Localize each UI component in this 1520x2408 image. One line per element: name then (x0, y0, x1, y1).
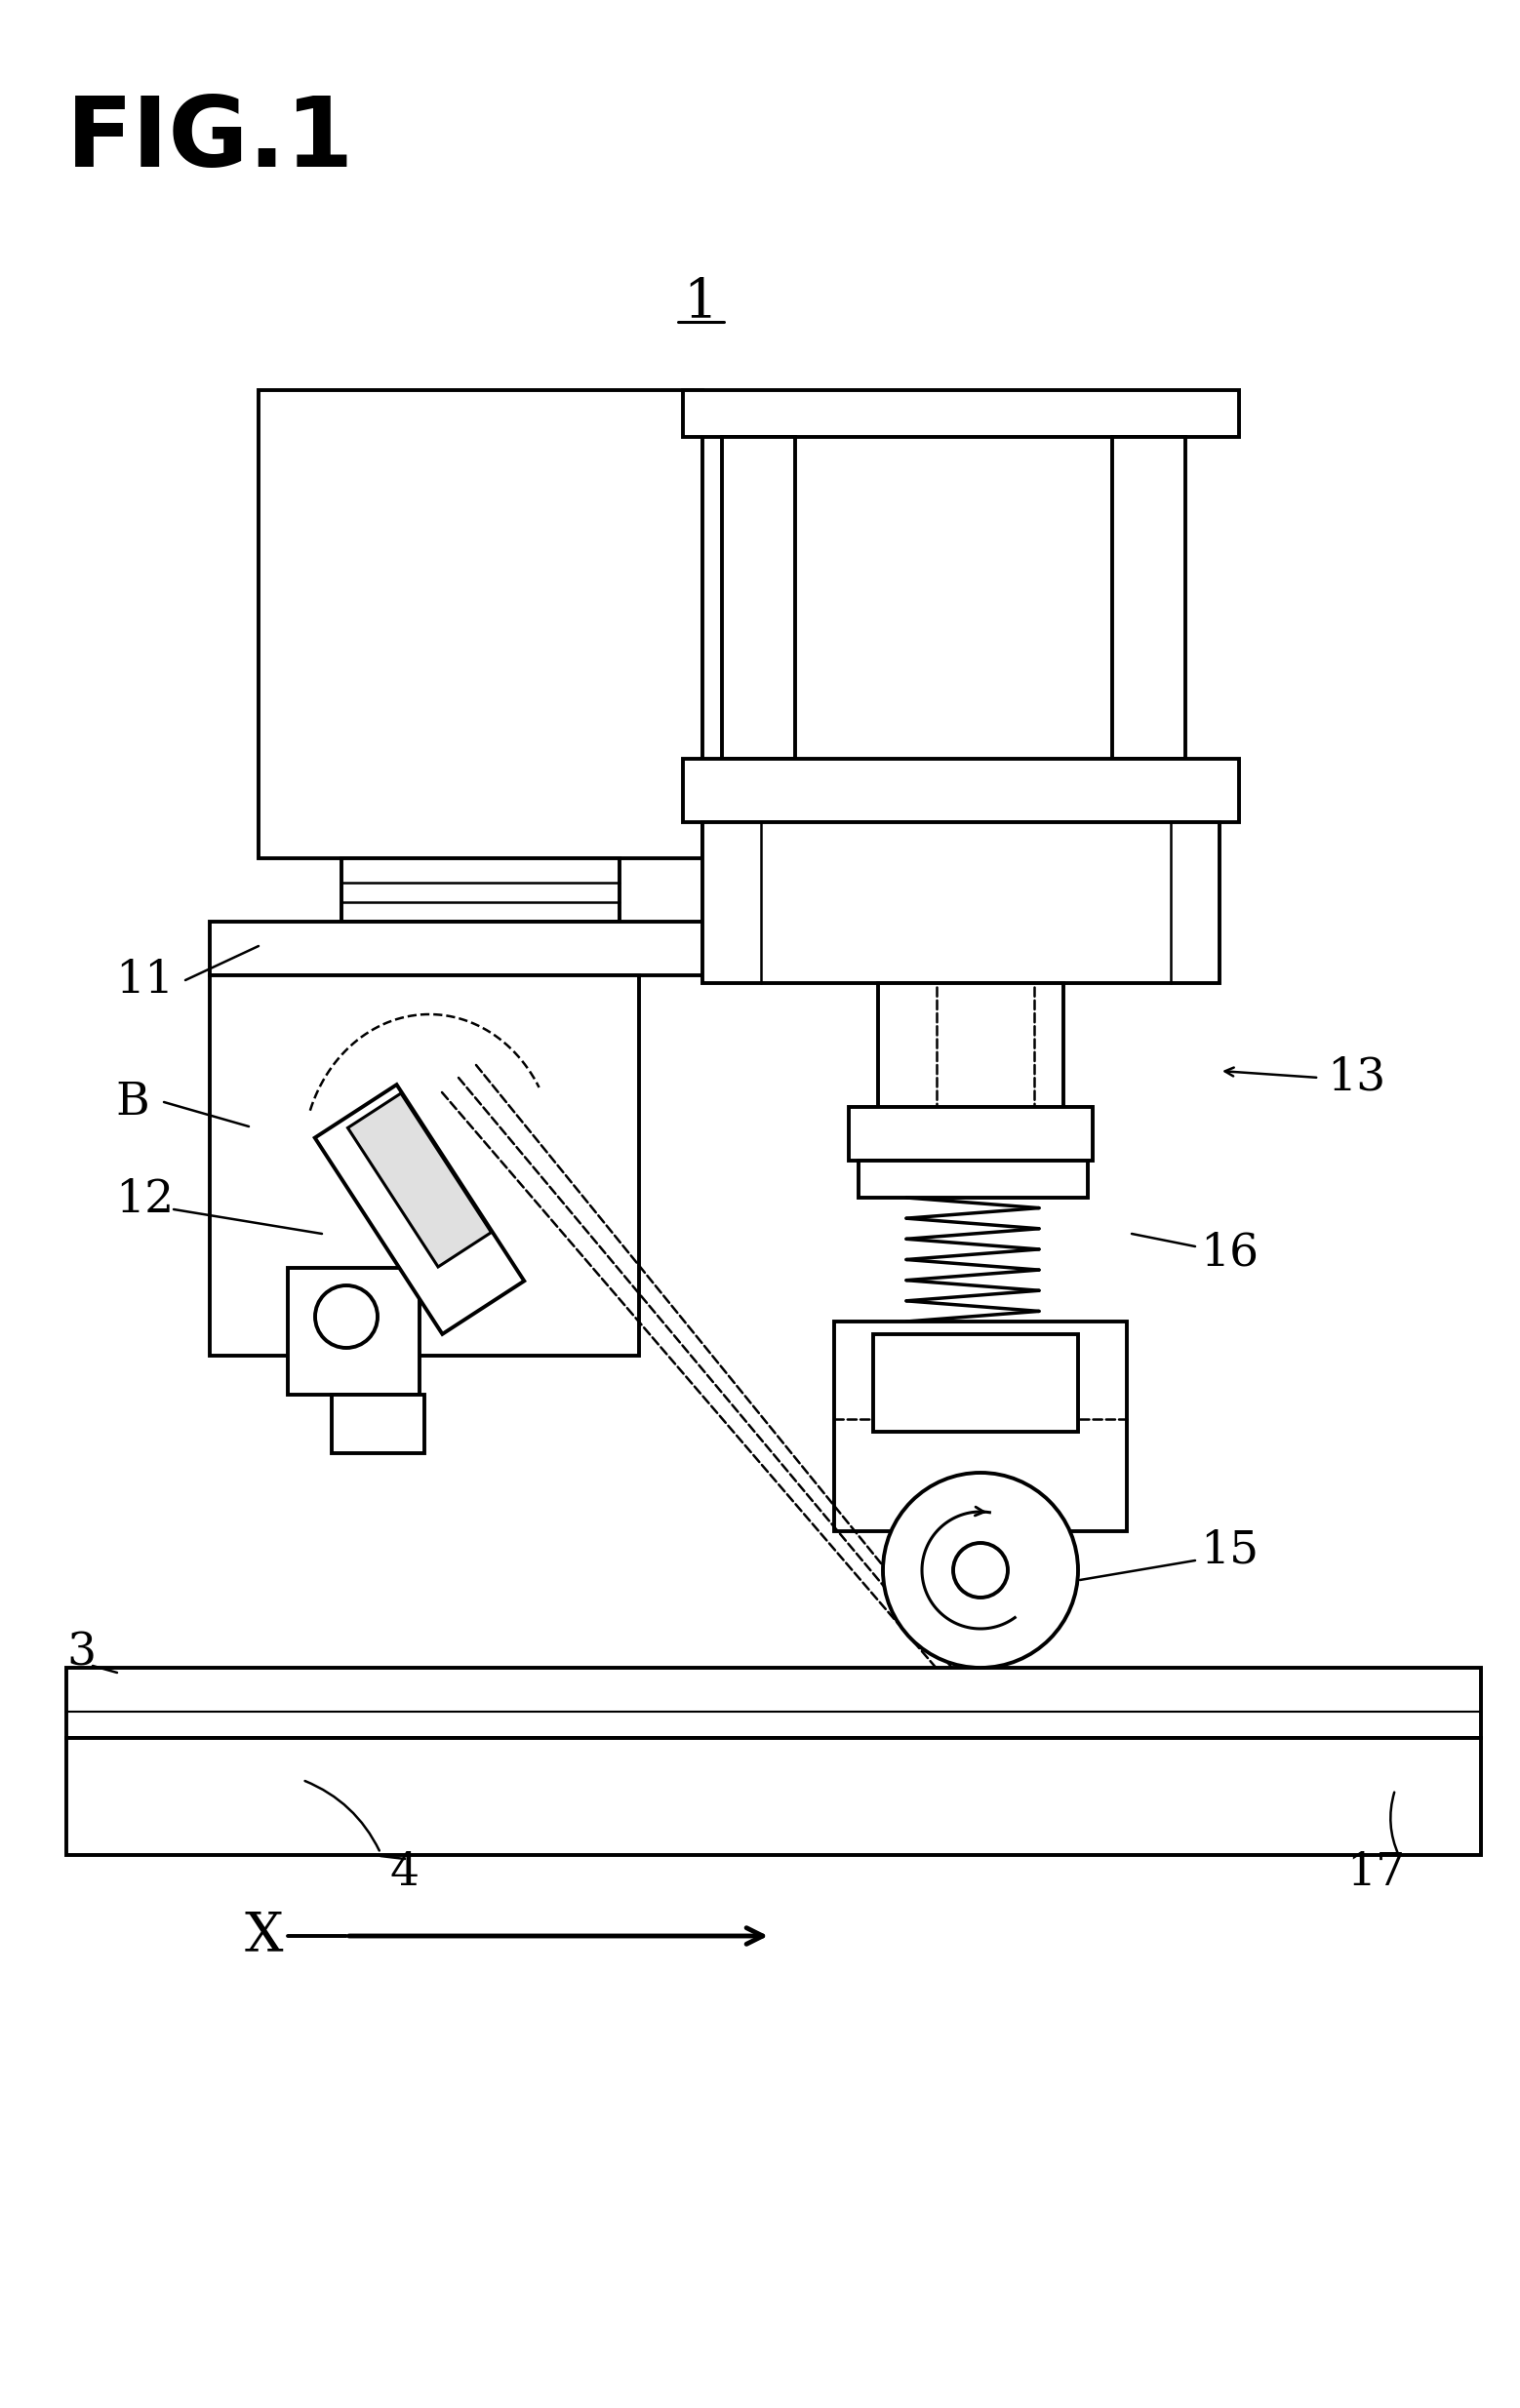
Text: 15: 15 (1199, 1529, 1259, 1572)
Bar (210, 922, 742, 975)
Bar (834, 1322, 1126, 1531)
Bar (879, 982, 1064, 1110)
Text: 4: 4 (391, 1849, 420, 1895)
Text: 11: 11 (116, 958, 173, 1002)
Bar (872, 1334, 1078, 1433)
Bar (67, 1669, 1480, 1739)
Text: 1: 1 (684, 275, 717, 330)
Text: 3: 3 (67, 1630, 96, 1676)
Polygon shape (315, 1084, 524, 1334)
Circle shape (883, 1474, 1078, 1669)
Bar (682, 390, 1239, 436)
Bar (1113, 436, 1186, 759)
Text: 13: 13 (1327, 1055, 1386, 1100)
Bar (210, 975, 638, 1356)
Text: B: B (116, 1081, 149, 1125)
Bar (67, 1739, 1480, 1854)
Bar (287, 1269, 420, 1394)
Polygon shape (348, 1093, 491, 1267)
Bar (848, 1108, 1093, 1161)
Text: X: X (245, 1910, 283, 1963)
Text: 16: 16 (1199, 1230, 1259, 1276)
Bar (682, 759, 1239, 821)
Bar (258, 390, 702, 857)
Bar (702, 821, 1219, 982)
Bar (859, 1161, 1088, 1197)
Bar (331, 1394, 424, 1452)
Bar (342, 857, 620, 922)
Bar (722, 436, 795, 759)
Text: 17: 17 (1347, 1849, 1404, 1895)
Text: FIG.1: FIG.1 (67, 92, 354, 188)
Circle shape (953, 1544, 1008, 1597)
Circle shape (315, 1286, 377, 1348)
Text: 12: 12 (116, 1178, 173, 1221)
